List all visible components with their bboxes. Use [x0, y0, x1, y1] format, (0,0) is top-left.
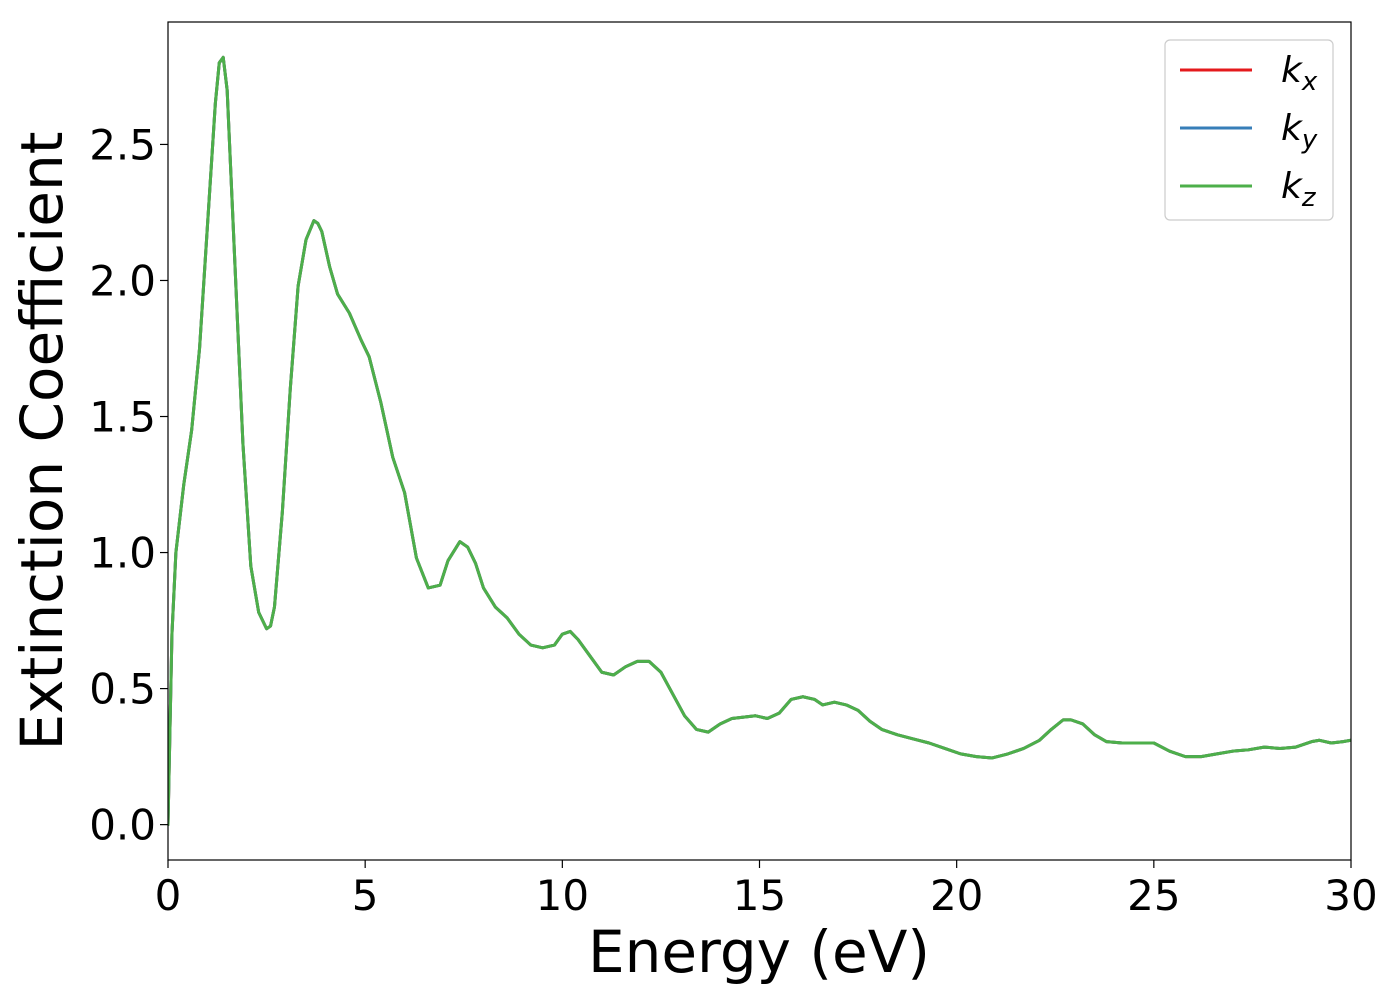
- y-axis-title: Extinction Coefficient: [8, 132, 76, 751]
- y-tick-label: 1.0: [89, 529, 156, 578]
- legend-label-ky: ky: [1281, 108, 1318, 155]
- x-tick-label: 10: [536, 871, 589, 920]
- x-tick-label: 25: [1127, 871, 1180, 920]
- series-line-kz: [168, 55, 1351, 827]
- y-tick-label: 2.5: [89, 120, 156, 169]
- x-axis: 0 5 10 15 20 25 30: [155, 860, 1378, 920]
- legend-box: [1164, 39, 1334, 221]
- y-tick-label: 0.5: [89, 665, 156, 714]
- legend-label-kz: kz: [1281, 166, 1317, 213]
- y-tick-label: 2.0: [89, 256, 156, 305]
- x-tick-label: 0: [155, 871, 182, 920]
- x-tick-label: 30: [1324, 871, 1377, 920]
- x-tick-label: 15: [733, 871, 786, 920]
- legend: kx ky kz: [1164, 39, 1334, 221]
- x-tick-label: 5: [352, 871, 379, 920]
- y-tick-label: 0.0: [89, 801, 156, 850]
- x-tick-label: 20: [930, 871, 983, 920]
- x-axis-title: Energy (eV): [588, 918, 930, 986]
- legend-label-kx: kx: [1281, 50, 1318, 97]
- series-layer: [168, 55, 1351, 827]
- y-tick-label: 1.5: [89, 393, 156, 442]
- y-axis: 0.0 0.5 1.0 1.5 2.0 2.5: [89, 120, 168, 850]
